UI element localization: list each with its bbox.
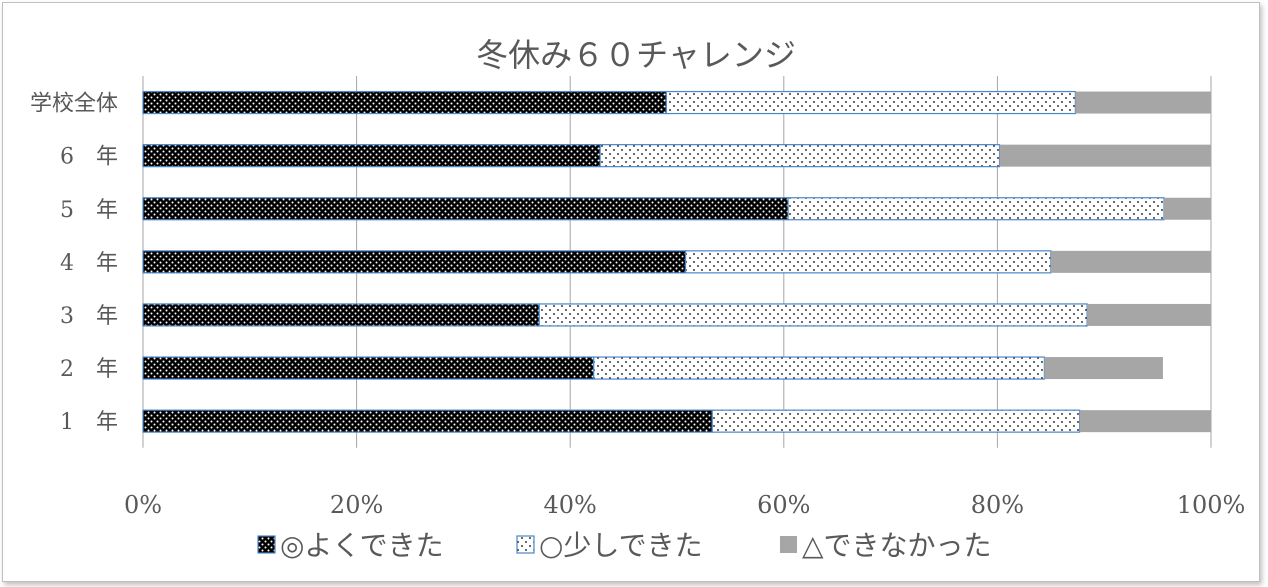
legend-label: △できなかった bbox=[802, 529, 992, 562]
chart-title: 冬休み６０チャレンジ bbox=[476, 36, 796, 74]
bar-segment bbox=[684, 250, 1052, 274]
category-label: 5 年 bbox=[60, 198, 118, 223]
bar-segment bbox=[142, 144, 601, 168]
bar-segment bbox=[1087, 303, 1211, 326]
x-tick-label: 60% bbox=[757, 491, 810, 519]
x-tick-label: 80% bbox=[971, 491, 1024, 519]
x-tick-label: 20% bbox=[330, 491, 383, 519]
category-label: 6 年 bbox=[60, 145, 118, 170]
bar-segment bbox=[665, 90, 1076, 115]
bar-segment bbox=[1079, 410, 1211, 433]
legend-swatch bbox=[780, 536, 797, 553]
category-label: 2 年 bbox=[60, 357, 118, 382]
legend-label: ◎よくできた bbox=[280, 529, 444, 562]
bar-segment bbox=[538, 303, 1088, 327]
bar-segment bbox=[787, 197, 1165, 221]
category-label: 4 年 bbox=[60, 251, 118, 276]
bar-segment bbox=[1044, 357, 1163, 380]
bar-segment bbox=[142, 303, 540, 327]
legend-swatch bbox=[257, 535, 276, 554]
legend-label: ○少しできた bbox=[539, 529, 703, 562]
x-tick-label: 100% bbox=[1177, 491, 1246, 519]
bar-segment bbox=[142, 90, 667, 115]
bar-segment bbox=[1075, 91, 1211, 114]
category-label: 学校全体 bbox=[30, 92, 118, 117]
x-tick-label: 40% bbox=[544, 491, 597, 519]
bar-segment bbox=[999, 144, 1211, 167]
x-tick-label: 0% bbox=[124, 491, 162, 519]
legend: ◎よくできた ○少しできた △できなかった bbox=[257, 529, 992, 562]
bar-segment bbox=[142, 409, 713, 433]
bar-segment bbox=[1050, 250, 1211, 273]
legend-swatch bbox=[516, 535, 535, 554]
category-labels: 学校全体 6 年 5 年 4 年 3 年 2 年 1 年 bbox=[30, 92, 118, 436]
bars bbox=[142, 90, 1211, 433]
bar-segment bbox=[142, 250, 687, 274]
x-tick-labels: 0% 20% 40% 60% 80% 100% bbox=[124, 491, 1245, 519]
bar-segment bbox=[142, 197, 789, 221]
category-label: 1 年 bbox=[60, 410, 118, 435]
bar-segment bbox=[1164, 197, 1211, 220]
bar-segment bbox=[599, 144, 1001, 168]
bar-segment bbox=[142, 356, 595, 380]
category-label: 3 年 bbox=[60, 304, 118, 329]
bar-segment bbox=[593, 356, 1045, 380]
bar-segment bbox=[711, 409, 1081, 433]
